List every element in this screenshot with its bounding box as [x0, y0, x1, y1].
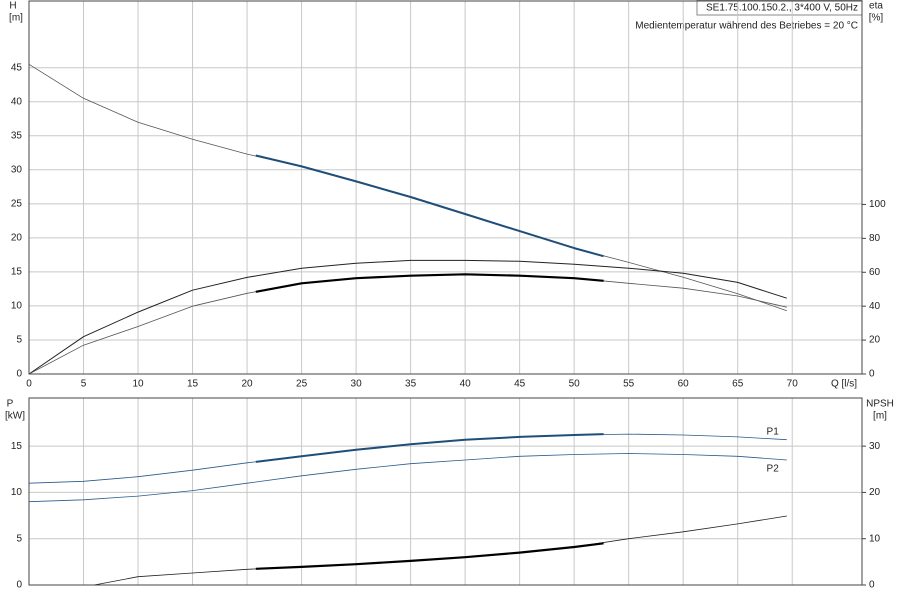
x-tick-label: 45: [514, 379, 526, 390]
curve: [255, 433, 604, 463]
y-tick-label: 10: [11, 487, 23, 498]
x-tick-label: 60: [678, 379, 690, 390]
y-tick-label: 15: [11, 441, 23, 452]
x-tick-label: 70: [787, 379, 799, 390]
series-label: P2: [767, 464, 780, 475]
x-tick-label: 55: [623, 379, 635, 390]
x-tick-label: 10: [132, 379, 144, 390]
curve: [28, 453, 787, 503]
y-tick-label: 10: [11, 301, 23, 312]
y2-tick-label: 60: [869, 267, 881, 278]
y2-tick-label: 20: [869, 335, 881, 346]
curve: [255, 542, 604, 570]
y-tick-label: 5: [16, 335, 22, 346]
x-tick-label: 25: [296, 379, 308, 390]
y-tick-label: 40: [11, 96, 23, 107]
x-label: Q [l/s]: [831, 379, 857, 390]
y2-tick-label: 0: [869, 369, 875, 380]
plot-frame: [28, 0, 863, 375]
y-tick-label: 0: [16, 369, 22, 380]
plot-frame: [28, 397, 863, 586]
y-tick-label: 20: [11, 233, 23, 244]
y-tick-label: 15: [11, 267, 23, 278]
y-label: H: [9, 1, 16, 12]
series-label: P1: [767, 426, 780, 437]
x-tick-label: 50: [569, 379, 581, 390]
x-tick-label: 5: [81, 379, 87, 390]
y2-tick-label: 40: [869, 301, 881, 312]
x-tick-label: 30: [351, 379, 363, 390]
y2-tick-label: 80: [869, 233, 881, 244]
y2-tick-label: 100: [869, 199, 886, 210]
y-label: P: [7, 399, 14, 410]
y-tick-label: 25: [11, 198, 23, 209]
y2-label: NPSH: [866, 399, 894, 410]
model-label: SE1.75.100.150.2., 3*400 V, 50Hz: [706, 3, 858, 14]
x-tick-label: 20: [242, 379, 254, 390]
y2-label: eta: [869, 1, 883, 12]
y2-tick-label: 30: [869, 441, 881, 452]
curve: [255, 154, 604, 258]
y-tick-label: 5: [16, 533, 22, 544]
curve: [255, 273, 604, 293]
y2-tick-label: 0: [869, 580, 875, 591]
x-tick-label: 15: [187, 379, 199, 390]
x-tick-label: 40: [460, 379, 472, 390]
y2-unit: [%]: [869, 13, 884, 24]
x-tick-label: 35: [405, 379, 417, 390]
y2-unit: [m]: [873, 411, 887, 422]
curve: [28, 273, 787, 375]
note: Medientemperatur während des Betriebes =…: [635, 21, 858, 32]
x-tick-label: 65: [732, 379, 744, 390]
y-unit: [m]: [9, 13, 23, 24]
y-unit: [kW]: [5, 411, 25, 422]
y-tick-label: 45: [11, 62, 23, 73]
curve: [28, 259, 787, 375]
y-tick-label: 0: [16, 580, 22, 591]
y-tick-label: 35: [11, 130, 23, 141]
y-tick-label: 30: [11, 164, 23, 175]
y2-tick-label: 20: [869, 487, 881, 498]
y2-tick-label: 10: [869, 533, 881, 544]
curve: [28, 433, 787, 484]
x-tick-label: 0: [26, 379, 32, 390]
